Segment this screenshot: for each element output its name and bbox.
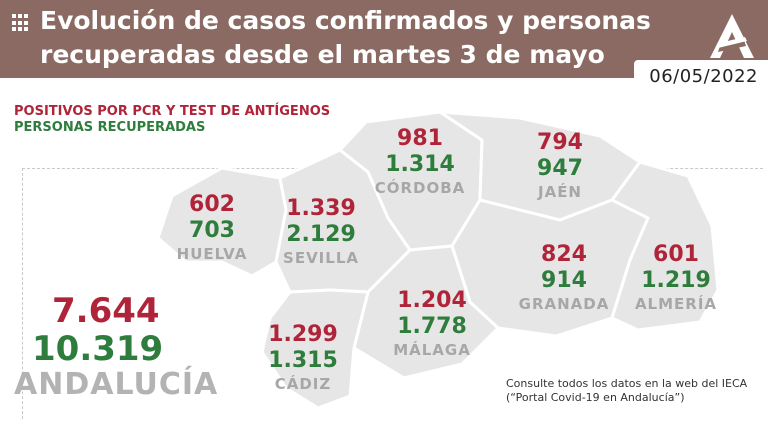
province-shape-almeria [609, 160, 720, 332]
cadiz-positives: 1.299 [268, 322, 338, 347]
cordoba-name: CÓRDOBA [374, 179, 466, 197]
header-bar: Evolución de casos confirmados y persona… [0, 0, 768, 78]
huelva-positives: 602 [189, 192, 235, 217]
province-label-huelva: 602 703 HUELVA [172, 192, 252, 264]
legend-recovered: PERSONAS RECUPERADAS [14, 120, 206, 135]
total-recovered: 10.319 [32, 329, 164, 369]
total-positives: 7.644 [52, 291, 160, 331]
province-label-sevilla: 1.339 2.129 SEVILLA [276, 196, 366, 268]
province-shape-malaga [352, 244, 501, 380]
source-note: Consulte todos los datos en la web del I… [506, 377, 748, 404]
province-shape-huelva [156, 166, 288, 278]
sevilla-positives: 1.339 [286, 196, 356, 221]
junta-andalucia-logo-icon [710, 14, 754, 58]
malaga-positives: 1.204 [397, 288, 467, 313]
sevilla-name: SEVILLA [283, 249, 359, 267]
province-label-jaen: 794 947 JAÉN [520, 130, 600, 202]
report-date: 06/05/2022 [649, 66, 758, 87]
huelva-recovered: 703 [189, 218, 235, 243]
jaen-name: JAÉN [538, 183, 582, 201]
legend: POSITIVOS POR PCR Y TEST DE ANTÍGENOS PE… [14, 104, 330, 136]
sevilla-recovered: 2.129 [286, 222, 356, 247]
granada-recovered: 914 [541, 268, 587, 293]
andalucia-total: 7.644 10.319 ANDALUCÍA [14, 292, 218, 402]
granada-name: GRANADA [518, 295, 610, 313]
cadiz-recovered: 1.315 [268, 348, 338, 373]
jaen-positives: 794 [537, 130, 583, 155]
grid-icon [12, 14, 30, 32]
province-label-cordoba: 981 1.314 CÓRDOBA [370, 126, 470, 198]
cadiz-name: CÁDIZ [274, 375, 332, 393]
province-label-cadiz: 1.299 1.315 CÁDIZ [258, 322, 348, 394]
almeria-positives: 601 [653, 242, 699, 267]
malaga-recovered: 1.778 [397, 314, 467, 339]
legend-positives: POSITIVOS POR PCR Y TEST DE ANTÍGENOS [14, 104, 331, 119]
cordoba-positives: 981 [397, 126, 443, 151]
cordoba-recovered: 1.314 [385, 152, 455, 177]
almeria-recovered: 1.219 [641, 268, 711, 293]
total-region-name: ANDALUCÍA [14, 367, 219, 402]
almeria-name: ALMERÍA [634, 295, 718, 313]
jaen-recovered: 947 [537, 156, 583, 181]
province-label-malaga: 1.204 1.778 MÁLAGA [384, 288, 480, 360]
province-shape-cadiz [260, 288, 370, 410]
province-label-granada: 824 914 GRANADA [512, 242, 616, 314]
page-title: Evolución de casos confirmados y persona… [40, 6, 651, 69]
granada-positives: 824 [541, 242, 587, 267]
malaga-name: MÁLAGA [393, 341, 471, 359]
date-box: 06/05/2022 [634, 60, 768, 94]
province-label-almeria: 601 1.219 ALMERÍA [628, 242, 724, 314]
huelva-name: HUELVA [176, 245, 248, 263]
